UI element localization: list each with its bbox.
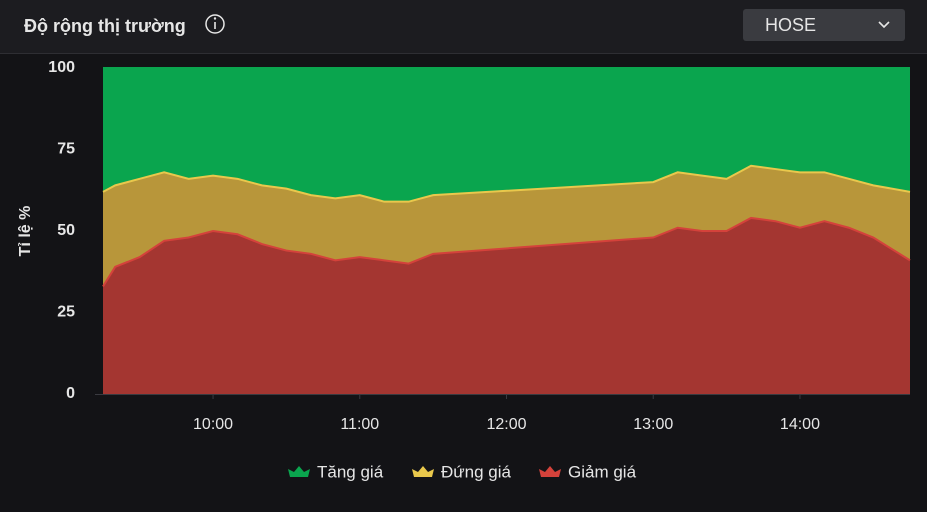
legend-icon	[539, 466, 561, 477]
x-tick-label: 13:00	[633, 416, 673, 433]
area	[103, 217, 910, 394]
legend-icon	[288, 466, 310, 477]
area-edge	[102, 164, 911, 203]
area	[103, 68, 910, 202]
legend-label: Đứng giá	[441, 462, 512, 481]
y-tick-label: 0	[66, 385, 75, 402]
y-tick-label: 100	[48, 59, 75, 76]
y-axis-label: Tỉ lệ %	[17, 206, 34, 257]
market-dropdown[interactable]: HOSE	[743, 9, 905, 41]
area	[103, 165, 910, 287]
widget-title: Độ rộng thị trường	[24, 16, 186, 36]
legend-label: Tăng giá	[317, 462, 384, 481]
y-tick-label: 50	[57, 222, 75, 239]
info-icon[interactable]	[205, 14, 225, 34]
legend-label: Giảm giá	[568, 462, 637, 481]
dropdown-value: HOSE	[765, 15, 816, 35]
x-tick-label: 10:00	[193, 416, 233, 433]
y-tick-label: 25	[57, 304, 75, 321]
x-tick-label: 11:00	[340, 416, 379, 433]
y-tick-label: 75	[57, 141, 75, 158]
area-edge	[102, 216, 911, 287]
x-tick-label: 12:00	[486, 416, 526, 433]
x-tick-label: 14:00	[780, 416, 820, 433]
legend-icon	[412, 466, 434, 477]
